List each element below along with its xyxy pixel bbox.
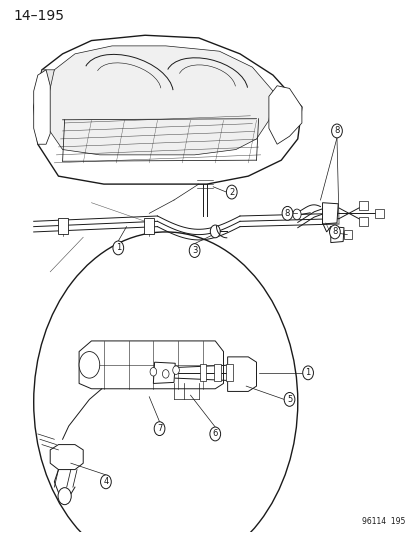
Polygon shape bbox=[226, 365, 233, 381]
Circle shape bbox=[189, 244, 199, 257]
Circle shape bbox=[292, 209, 300, 220]
Polygon shape bbox=[50, 445, 83, 470]
Circle shape bbox=[302, 366, 313, 379]
Polygon shape bbox=[214, 365, 220, 381]
Text: 1: 1 bbox=[305, 368, 310, 377]
Polygon shape bbox=[268, 86, 301, 144]
Polygon shape bbox=[33, 70, 54, 107]
Circle shape bbox=[331, 124, 342, 138]
Polygon shape bbox=[57, 217, 67, 233]
Circle shape bbox=[283, 392, 294, 406]
Text: 14–195: 14–195 bbox=[13, 9, 64, 23]
Text: 3: 3 bbox=[192, 246, 197, 255]
Circle shape bbox=[226, 185, 237, 199]
Circle shape bbox=[209, 427, 220, 441]
Polygon shape bbox=[153, 362, 175, 383]
Text: 8: 8 bbox=[331, 228, 337, 237]
Text: 7: 7 bbox=[157, 424, 162, 433]
Circle shape bbox=[79, 352, 100, 378]
Polygon shape bbox=[33, 70, 50, 144]
Polygon shape bbox=[358, 201, 367, 209]
Text: 6: 6 bbox=[212, 430, 217, 439]
Text: 2: 2 bbox=[228, 188, 234, 197]
Circle shape bbox=[58, 488, 71, 505]
Polygon shape bbox=[33, 35, 301, 184]
Polygon shape bbox=[42, 46, 272, 155]
Text: 96114  195: 96114 195 bbox=[361, 517, 404, 526]
Text: 4: 4 bbox=[103, 478, 108, 486]
Circle shape bbox=[100, 475, 111, 489]
Circle shape bbox=[210, 225, 220, 238]
Polygon shape bbox=[375, 209, 384, 217]
Circle shape bbox=[329, 225, 339, 239]
Circle shape bbox=[281, 206, 292, 220]
Polygon shape bbox=[199, 365, 206, 381]
Text: 5: 5 bbox=[286, 395, 292, 404]
Polygon shape bbox=[227, 357, 256, 391]
Text: 8: 8 bbox=[333, 126, 339, 135]
Polygon shape bbox=[343, 230, 351, 239]
Circle shape bbox=[113, 241, 123, 255]
Polygon shape bbox=[358, 217, 367, 225]
Polygon shape bbox=[322, 203, 337, 224]
Polygon shape bbox=[144, 217, 154, 233]
Circle shape bbox=[154, 422, 164, 435]
Circle shape bbox=[150, 368, 156, 376]
Circle shape bbox=[162, 369, 169, 378]
Text: 1: 1 bbox=[115, 244, 121, 253]
Circle shape bbox=[33, 232, 297, 533]
Text: 8: 8 bbox=[284, 209, 290, 218]
Polygon shape bbox=[330, 227, 343, 243]
Polygon shape bbox=[79, 341, 223, 389]
Circle shape bbox=[172, 366, 179, 374]
